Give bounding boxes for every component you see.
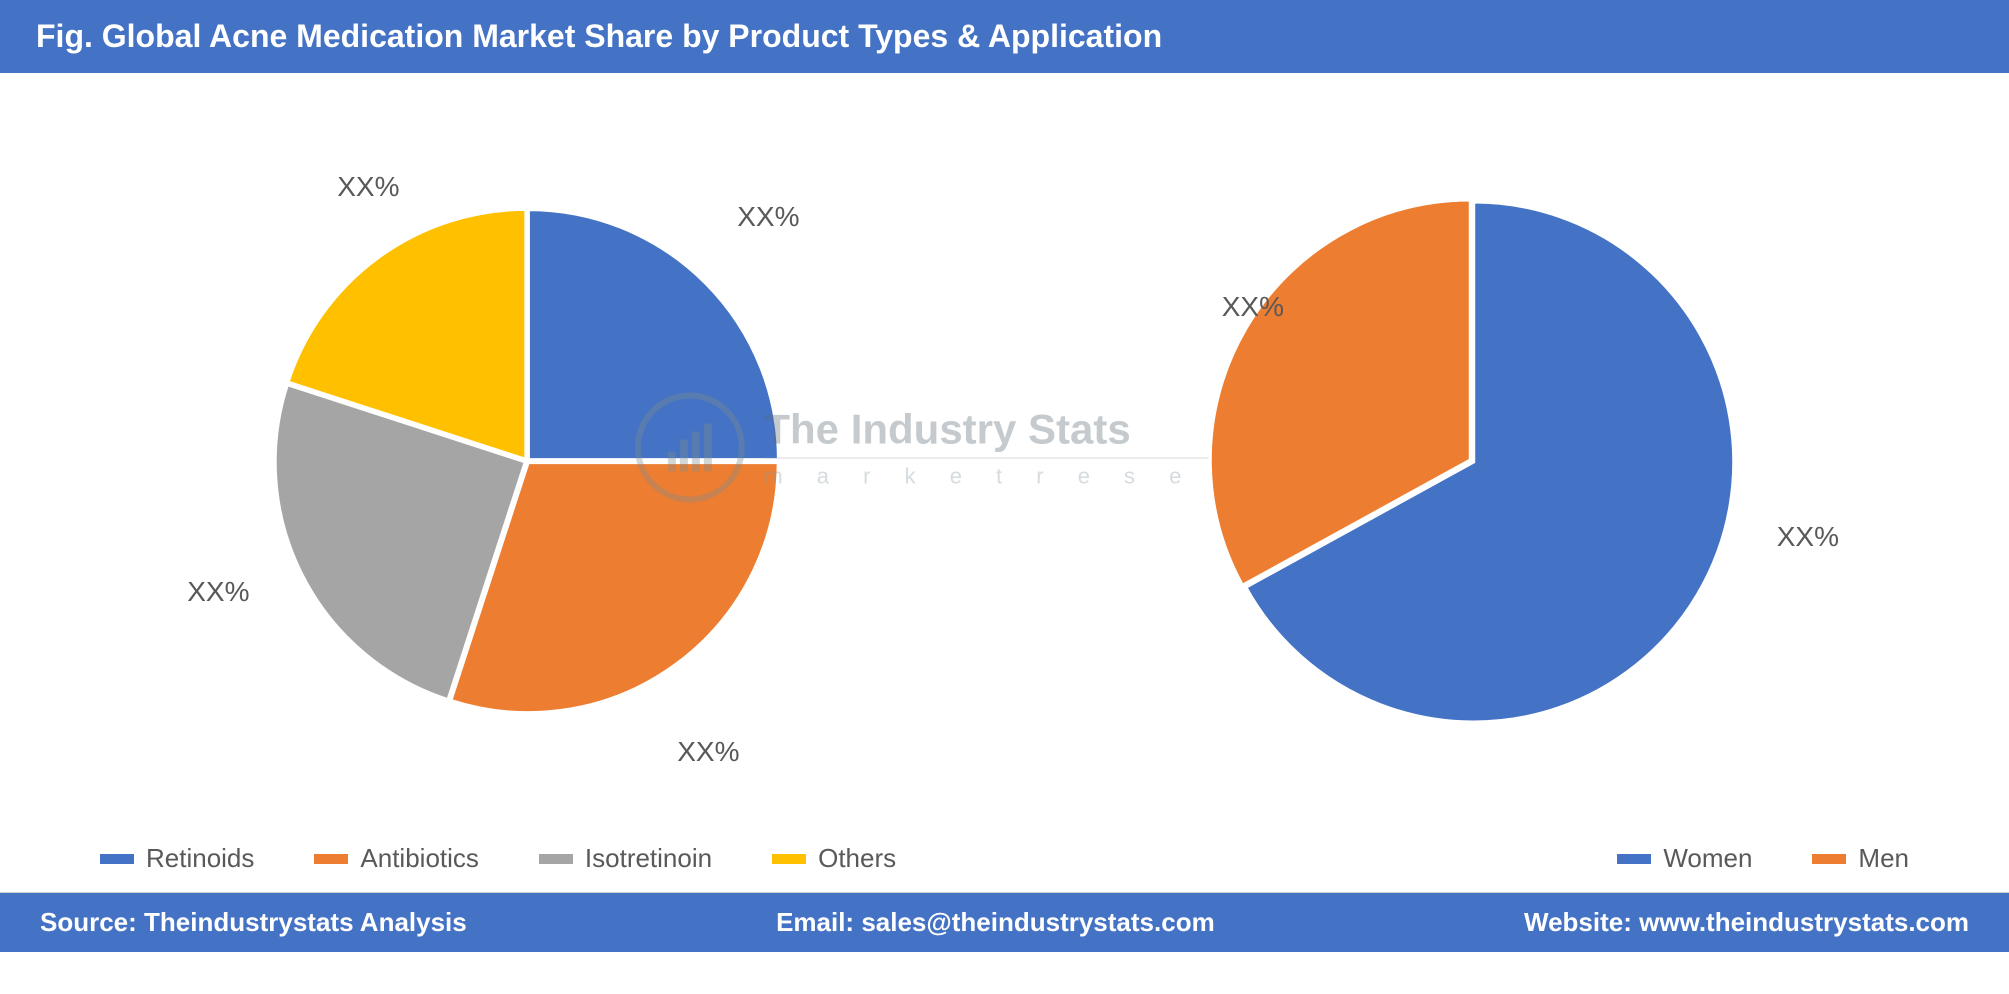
pie-data-label: XX% (677, 736, 739, 768)
pie-chart-product-types: XX%XX%XX%XX% (207, 141, 847, 786)
legend-label: Isotretinoin (585, 843, 712, 874)
footer-source: Source: Theindustrystats Analysis (40, 907, 467, 938)
footer-source-value: Theindustrystats Analysis (144, 907, 467, 937)
pie-data-label: XX% (1222, 291, 1284, 323)
legend-label: Others (818, 843, 896, 874)
pie-data-label: XX% (1777, 521, 1839, 553)
footer-website-label: Website: (1524, 907, 1632, 937)
footer-website: Website: www.theindustrystats.com (1524, 907, 1969, 938)
footer-bar: Source: Theindustrystats Analysis Email:… (0, 893, 2009, 952)
legend-label: Women (1663, 843, 1752, 874)
legend-item: Retinoids (100, 843, 254, 874)
footer-email-value: sales@theindustrystats.com (861, 907, 1214, 937)
legend-row: Retinoids Antibiotics Isotretinoin Others W… (0, 833, 2009, 893)
chart-area: XX%XX%XX%XX% The Industry Stats m a r k … (0, 73, 2009, 833)
pie-data-label: XX% (737, 201, 799, 233)
chart-title: Fig. Global Acne Medication Market Share… (36, 18, 1162, 54)
legend-item: Men (1812, 843, 1909, 874)
pie-slice (529, 209, 779, 459)
legend-label: Retinoids (146, 843, 254, 874)
legend-swatch (100, 854, 134, 864)
legend-swatch (772, 854, 806, 864)
legend-item: Isotretinoin (539, 843, 712, 874)
footer-email: Email: sales@theindustrystats.com (776, 907, 1215, 938)
legend-label: Antibiotics (360, 843, 479, 874)
legend-product-types: Retinoids Antibiotics Isotretinoin Others (100, 843, 896, 874)
legend-label: Men (1858, 843, 1909, 874)
legend-swatch (1617, 854, 1651, 864)
legend-item: Antibiotics (314, 843, 479, 874)
pie-data-label: XX% (187, 576, 249, 608)
footer-source-label: Source: (40, 907, 137, 937)
legend-swatch (1812, 854, 1846, 864)
legend-item: Others (772, 843, 896, 874)
chart-title-bar: Fig. Global Acne Medication Market Share… (0, 0, 2009, 73)
footer-email-label: Email: (776, 907, 854, 937)
pie-chart-application: XX%XX% (1142, 131, 1802, 796)
footer-website-value: www.theindustrystats.com (1639, 907, 1969, 937)
legend-swatch (314, 854, 348, 864)
legend-swatch (539, 854, 573, 864)
pie-data-label: XX% (337, 171, 399, 203)
legend-application: Women Men (1617, 843, 1909, 874)
legend-item: Women (1617, 843, 1752, 874)
